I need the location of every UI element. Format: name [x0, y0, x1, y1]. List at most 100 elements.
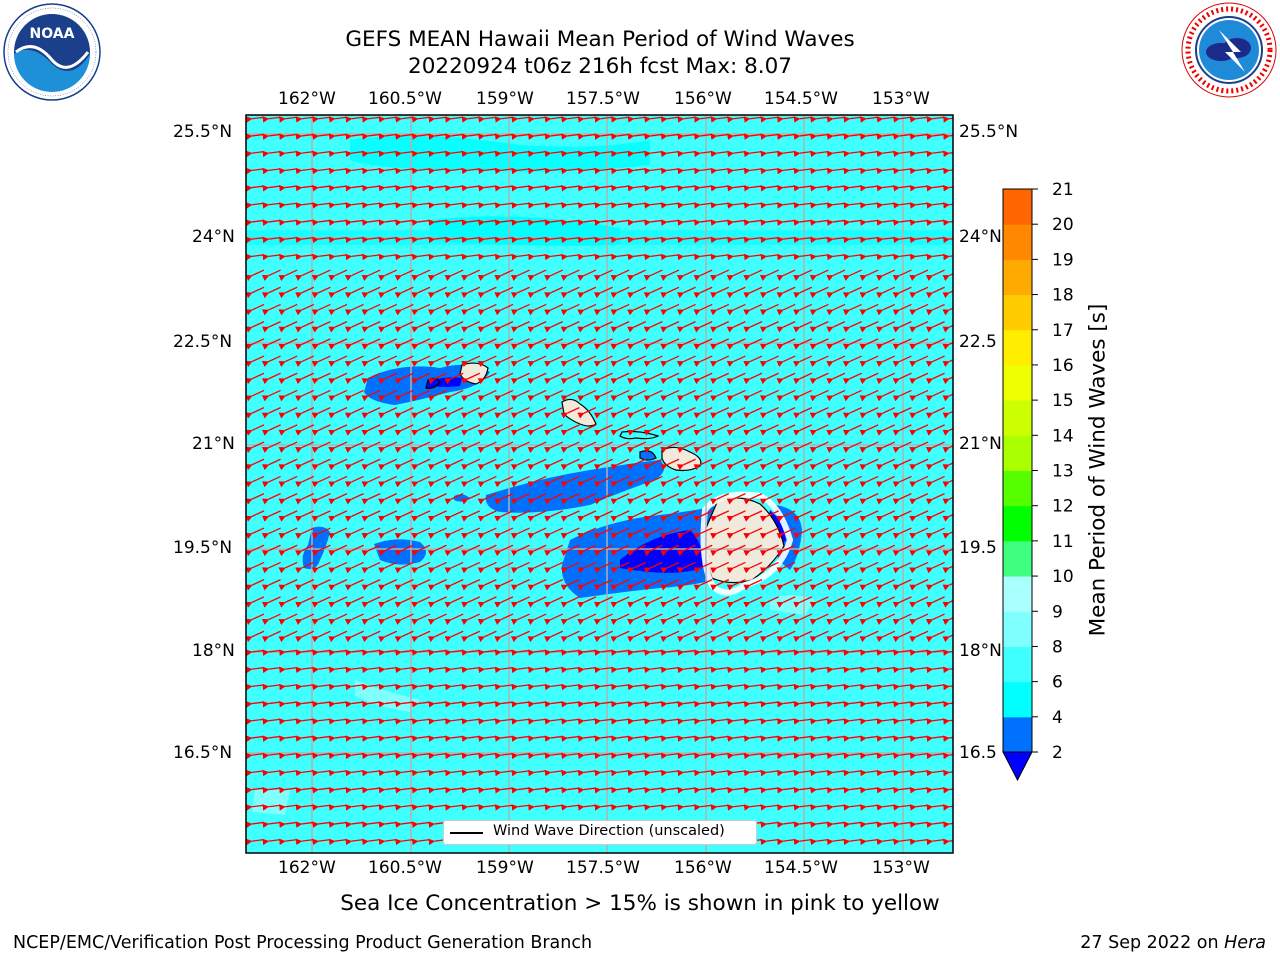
wave-direction-arrow	[278, 372, 298, 385]
wave-direction-arrow	[494, 185, 514, 192]
wave-direction-arrow	[627, 286, 647, 299]
wave-direction-arrow	[427, 269, 447, 281]
wave-direction-arrow	[942, 116, 953, 123]
wave-direction-arrow	[925, 372, 945, 385]
wave-direction-arrow	[909, 269, 929, 281]
wave-direction-arrow	[544, 303, 564, 316]
wave-direction-arrow	[478, 202, 497, 209]
wave-direction-arrow	[527, 269, 547, 281]
wave-direction-arrow	[594, 236, 613, 244]
wave-direction-arrow	[859, 167, 879, 175]
wave-direction-arrow	[361, 355, 381, 367]
wave-direction-arrow	[246, 321, 265, 333]
wave-direction-arrow	[378, 321, 398, 333]
wave-direction-arrow	[544, 219, 563, 226]
wave-direction-arrow	[942, 324, 953, 333]
wave-direction-arrow	[909, 219, 929, 226]
wave-direction-arrow	[246, 286, 265, 299]
colorbar-extend-triangle	[1002, 751, 1033, 782]
wave-direction-arrow	[494, 116, 514, 123]
wave-direction-arrow	[328, 286, 348, 299]
wave-direction-arrow	[295, 219, 314, 226]
colorbar-tick-label: 11	[1052, 532, 1074, 552]
colorbar-tick-label: 20	[1052, 215, 1074, 235]
wave-direction-arrow	[328, 167, 348, 175]
wave-direction-arrow	[511, 116, 530, 123]
wave-direction-arrow	[743, 133, 763, 140]
wave-direction-arrow	[826, 202, 846, 209]
wave-direction-arrow	[427, 321, 447, 333]
wave-direction-arrow	[246, 167, 265, 175]
wave-direction-arrow	[461, 167, 480, 175]
footer-date-text: 27 Sep 2022 on	[1080, 933, 1225, 953]
wave-direction-arrow	[278, 321, 298, 333]
wave-direction-arrow	[760, 219, 779, 226]
wave-direction-arrow	[925, 303, 945, 316]
wave-direction-arrow	[926, 219, 945, 226]
wave-direction-arrow	[926, 253, 945, 261]
lon-label-bottom-3: 157.5°W	[566, 858, 640, 878]
wave-direction-arrow	[461, 355, 481, 367]
lon-label-bottom-2: 159°W	[476, 858, 534, 878]
wave-direction-arrow	[660, 303, 680, 316]
wave-direction-arrow	[361, 202, 381, 209]
wave-direction-arrow	[859, 133, 879, 140]
wave-direction-arrow	[726, 321, 746, 333]
wave-direction-arrow	[643, 321, 663, 333]
wave-direction-arrow	[926, 236, 945, 244]
wave-direction-arrow	[411, 321, 431, 333]
wave-direction-arrow	[859, 355, 879, 367]
wave-direction-arrow	[411, 286, 431, 299]
colorbar-label: Mean Period of Wind Waves [s]	[1085, 303, 1111, 637]
wave-direction-arrow	[809, 321, 829, 333]
wave-direction-arrow	[610, 303, 630, 316]
wave-direction-arrow	[461, 303, 481, 316]
wave-direction-arrow	[544, 236, 563, 244]
wave-direction-arrow	[793, 321, 813, 333]
wave-direction-arrow	[859, 185, 879, 192]
wave-direction-arrow	[361, 185, 381, 192]
wave-direction-arrow	[560, 269, 580, 281]
wave-direction-arrow	[593, 372, 613, 385]
chart-title-line2: 20220924 t06z 216h fcst Max: 8.07	[408, 54, 792, 79]
wave-direction-arrow	[345, 236, 364, 244]
wave-direction-arrow	[295, 372, 315, 385]
wave-direction-arrow	[328, 133, 348, 140]
wave-direction-arrow	[893, 150, 912, 158]
wave-direction-arrow	[942, 236, 953, 244]
noaa-logo: NOAA	[3, 3, 101, 101]
wave-direction-arrow	[428, 202, 447, 209]
wave-direction-arrow	[312, 116, 331, 123]
wave-direction-arrow	[776, 185, 796, 192]
wave-direction-arrow	[842, 321, 862, 333]
wave-direction-arrow	[510, 355, 530, 367]
wave-direction-arrow	[594, 116, 613, 123]
colorbar-segment	[1003, 470, 1032, 507]
wave-direction-arrow	[428, 150, 447, 158]
colorbar-tick-label: 14	[1052, 426, 1074, 446]
wave-direction-arrow	[660, 133, 680, 140]
lon-label-bottom-1: 160.5°W	[368, 858, 442, 878]
wave-direction-arrow	[361, 303, 381, 316]
wave-direction-arrow	[593, 321, 613, 333]
wave-direction-arrow	[893, 133, 912, 140]
wave-direction-arrow	[677, 167, 696, 175]
wave-direction-arrow	[843, 253, 862, 261]
wave-direction-arrow	[594, 150, 613, 158]
wave-direction-arrow	[328, 338, 348, 350]
wave-direction-arrow	[710, 219, 729, 226]
wave-direction-arrow	[842, 286, 862, 299]
wave-direction-arrow	[527, 253, 547, 261]
wave-direction-arrow	[676, 321, 696, 333]
wave-direction-arrow	[278, 219, 298, 226]
wave-direction-arrow	[926, 133, 945, 140]
wave-direction-arrow	[743, 185, 763, 192]
wave-direction-arrow	[710, 185, 729, 192]
wave-direction-arrow	[246, 150, 265, 158]
wave-direction-arrow	[344, 355, 364, 367]
wave-direction-arrow	[810, 150, 829, 158]
wave-direction-arrow	[577, 321, 597, 333]
wave-direction-arrow	[395, 133, 414, 140]
wave-direction-arrow	[361, 236, 381, 244]
wave-direction-arrow	[411, 116, 431, 123]
